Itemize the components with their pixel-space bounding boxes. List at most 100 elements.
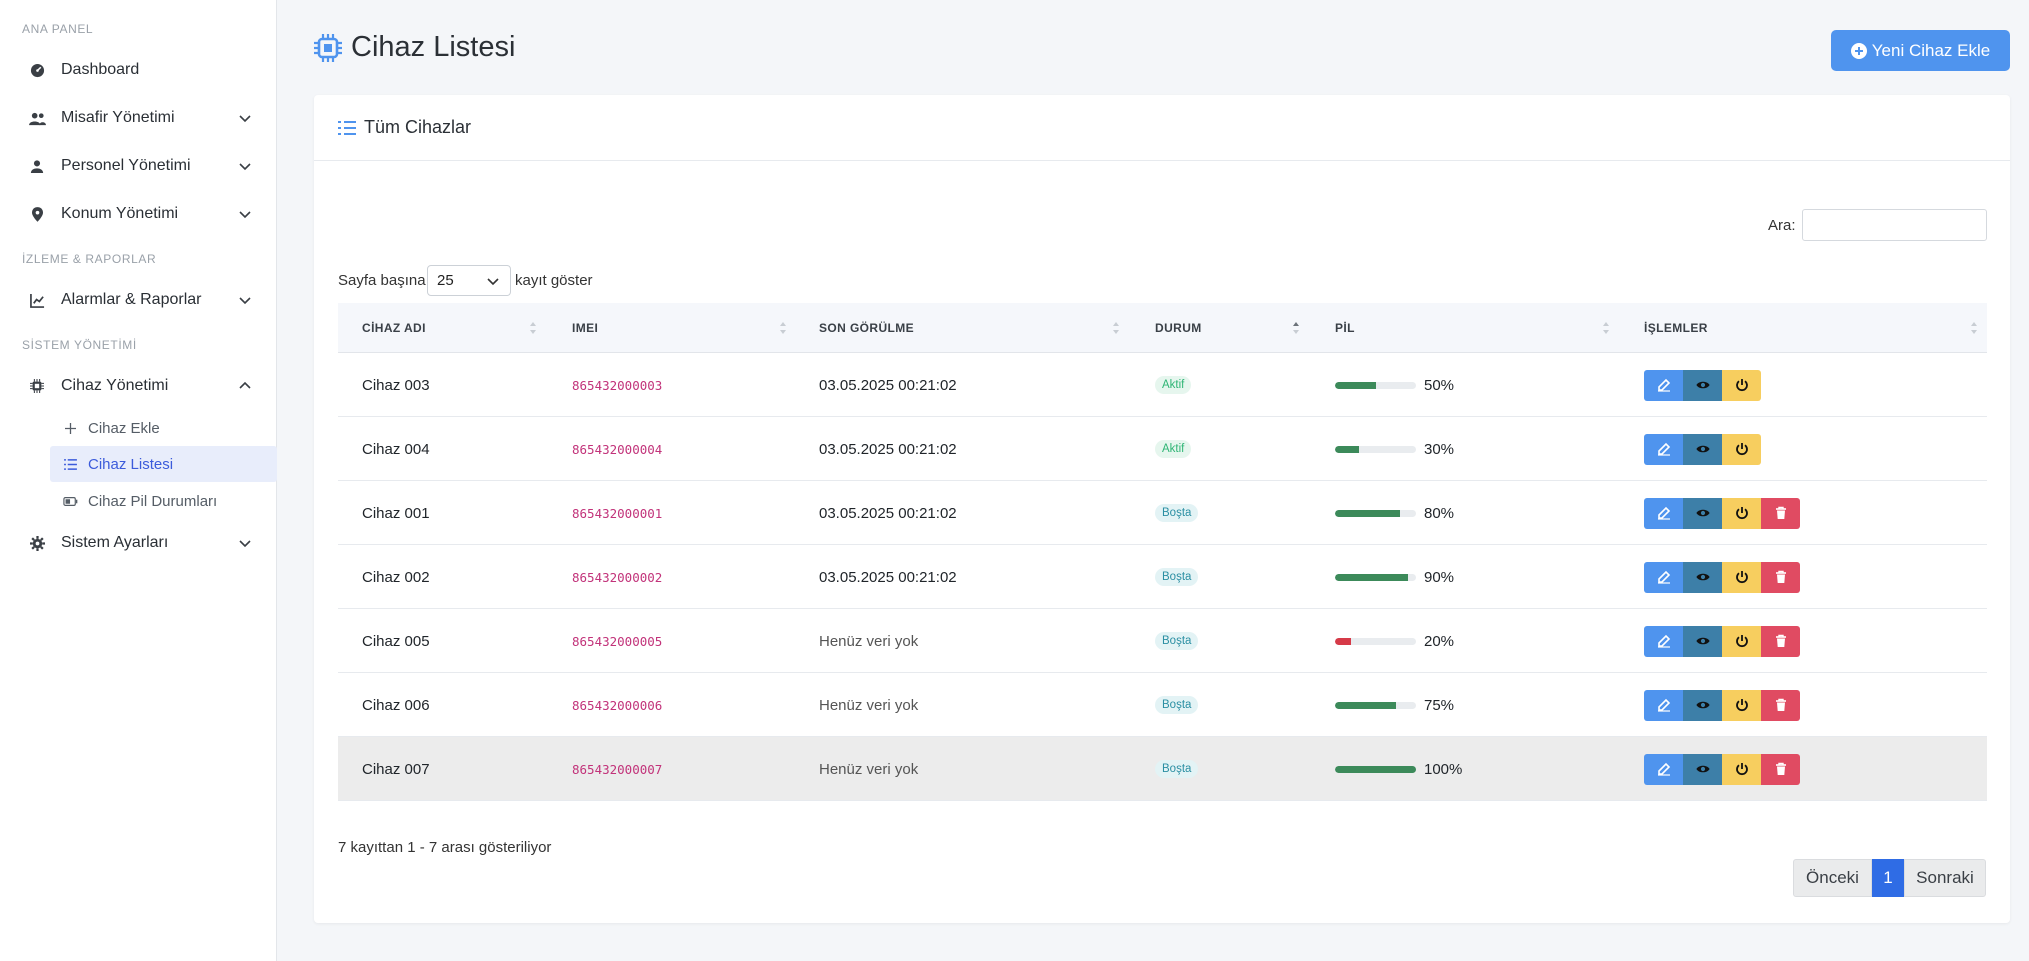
view-button[interactable] [1683,625,1722,657]
pagination-next[interactable]: Sonraki [1904,859,1986,897]
delete-button[interactable] [1761,497,1800,529]
trash-icon [1774,634,1788,648]
sidebar-item-ayarlar[interactable]: Sistem Ayarları [0,523,277,563]
power-button[interactable] [1722,369,1761,401]
battery-cell: 75% [1335,673,1454,737]
status-badge: Boşta [1155,568,1199,586]
power-button[interactable] [1722,497,1761,529]
page-length-select[interactable]: 25 [427,265,511,296]
eye-icon [1695,634,1710,648]
battery-percent: 30% [1424,440,1455,458]
edit-icon [1657,698,1671,712]
delete-button[interactable] [1761,753,1800,785]
actions-cell [1644,417,1761,481]
view-button[interactable] [1683,561,1722,593]
table-row: Cihaz 007 865432000007 Henüz veri yok Boşta… [338,737,1987,801]
column-header-imei[interactable]: IMEI [572,303,598,353]
edit-button[interactable] [1644,497,1683,529]
sidebar-subitem-cihaz-listesi[interactable]: Cihaz Listesi [50,446,277,482]
column-header-label: PİL [1335,321,1355,335]
power-button[interactable] [1722,689,1761,721]
users-icon [28,109,46,127]
device-state-cell: Aktif [1155,417,1192,481]
battery-bar-fill [1335,509,1400,517]
pagination-previous[interactable]: Önceki [1793,859,1872,897]
user-icon [28,157,46,175]
battery-percent: 50% [1424,376,1455,394]
power-icon [1735,570,1749,584]
device-imei: 865432000006 [572,697,663,713]
view-button[interactable] [1683,753,1722,785]
battery-cell: 30% [1335,417,1454,481]
device-last-seen: 03.05.2025 00:21:02 [819,376,957,394]
battery-percent: 90% [1424,568,1455,586]
device-imei: 865432000002 [572,569,663,585]
device-imei: 865432000005 [572,633,663,649]
view-button[interactable] [1683,369,1722,401]
edit-button[interactable] [1644,561,1683,593]
battery-bar-fill [1335,381,1376,389]
column-header-battery[interactable]: PİL [1335,303,1355,353]
sidebar-item-personel[interactable]: Personel Yönetimi [0,146,277,186]
device-state-cell: Boşta [1155,737,1199,801]
chevron-down-icon [239,115,251,123]
edit-icon [1657,762,1671,776]
delete-button[interactable] [1761,689,1800,721]
edit-button[interactable] [1644,433,1683,465]
battery-bar-fill [1335,573,1408,581]
edit-button[interactable] [1644,689,1683,721]
device-state-cell: Aktif [1155,353,1192,417]
sidebar-item-alarmlar[interactable]: Alarmlar & Raporlar [0,280,277,320]
section-label-main: ANA PANEL [22,22,94,36]
devices-card: Tüm Cihazlar Ara: Sayfa başına 25 kayıt … [314,95,2010,923]
edit-button[interactable] [1644,369,1683,401]
list-icon [338,120,356,135]
battery-cell: 80% [1335,481,1454,545]
add-device-button[interactable]: Yeni Cihaz Ekle [1831,30,2010,71]
delete-button[interactable] [1761,625,1800,657]
chevron-down-icon [487,278,499,286]
column-header-state[interactable]: DURUM [1155,303,1202,353]
section-label-reports: İZLEME & RAPORLAR [22,252,157,266]
battery-bar [1335,765,1416,773]
pagination-page-1[interactable]: 1 [1872,859,1904,897]
edit-button[interactable] [1644,625,1683,657]
table-row: Cihaz 005 865432000005 Henüz veri yok Boşta… [338,609,1987,673]
status-badge: Boşta [1155,632,1199,650]
sidebar-subitem-cihaz-ekle[interactable]: Cihaz Ekle [50,410,277,446]
chevron-down-icon [239,297,251,305]
column-header-seen[interactable]: SON GÖRÜLME [819,303,914,353]
power-button[interactable] [1722,753,1761,785]
sidebar-subitem-pil-durumlari[interactable]: Cihaz Pil Durumları [50,483,277,519]
device-last-seen: 03.05.2025 00:21:02 [819,440,957,458]
sidebar-item-label: Cihaz Yönetimi [61,377,169,394]
sidebar-item-konum[interactable]: Konum Yönetimi [0,194,277,234]
power-button[interactable] [1722,561,1761,593]
view-button[interactable] [1683,497,1722,529]
sidebar-item-cihaz[interactable]: Cihaz Yönetimi [0,366,277,406]
edit-button[interactable] [1644,753,1683,785]
plus-icon [62,420,78,436]
edit-icon [1657,570,1671,584]
page-title-text: Cihaz Listesi [351,31,516,63]
power-button[interactable] [1722,625,1761,657]
sidebar-item-misafir[interactable]: Misafir Yönetimi [0,98,277,138]
actions-cell [1644,737,1800,801]
battery-bar-fill [1335,765,1416,773]
column-header-name[interactable]: CİHAZ ADI [362,303,426,353]
delete-button[interactable] [1761,561,1800,593]
sidebar-item-label: Dashboard [61,61,140,78]
length-prefix: Sayfa başına [338,272,426,289]
trash-icon [1774,698,1788,712]
view-button[interactable] [1683,689,1722,721]
column-header-actions[interactable]: İŞLEMLER [1644,303,1708,353]
battery-percent: 20% [1424,632,1455,650]
sort-ascending-icon [1293,322,1299,334]
view-button[interactable] [1683,433,1722,465]
search-input[interactable] [1802,209,1987,241]
sidebar-item-dashboard[interactable]: Dashboard [0,50,277,90]
column-header-label: SON GÖRÜLME [819,321,915,335]
status-badge: Boşta [1155,696,1199,714]
power-button[interactable] [1722,433,1761,465]
gear-icon [28,534,46,552]
